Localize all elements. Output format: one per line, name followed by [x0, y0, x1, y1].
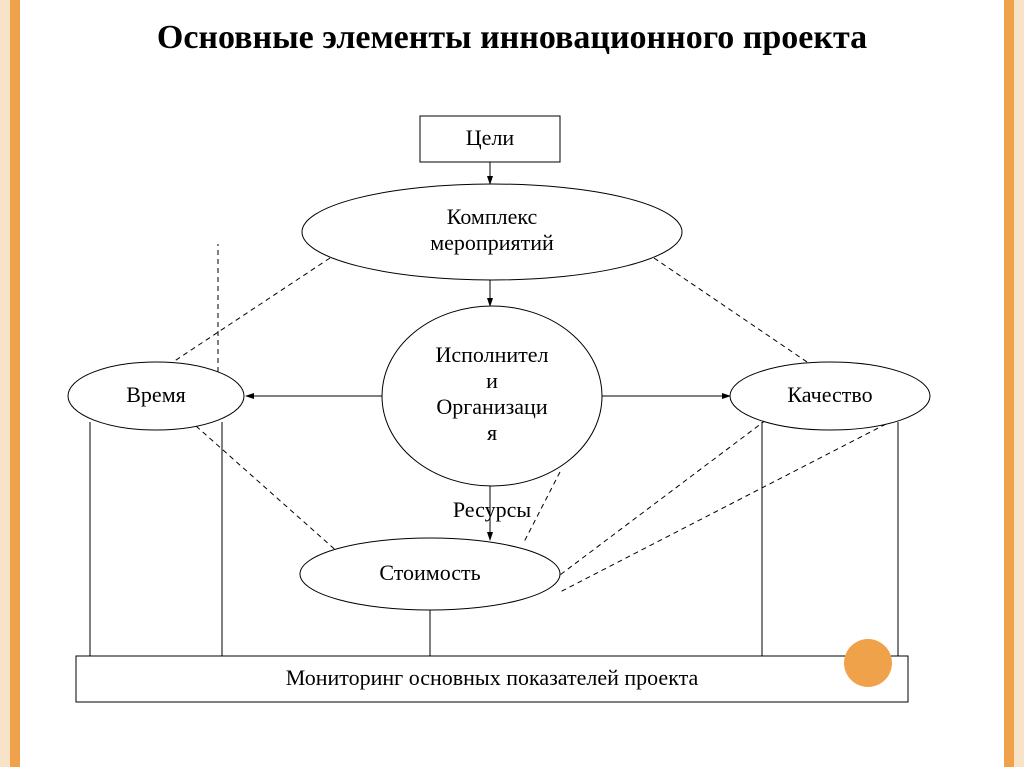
free-labels-group: Ресурсы — [453, 497, 531, 522]
node-cost: Стоимость — [300, 538, 560, 610]
node-complex: Комплексмероприятий — [302, 184, 682, 280]
node-time-label: Время — [126, 382, 185, 407]
node-complex-label-0: Комплекс — [447, 204, 538, 229]
nodes-group: Цели Комплексмероприятий ИсполнителиОргани… — [68, 116, 930, 702]
node-executors-label-0: Исполнител — [435, 342, 548, 367]
node-executors-label-3: я — [487, 420, 497, 445]
free-label-resources: Ресурсы — [453, 497, 531, 522]
node-monitoring-label: Мониторинг основных показателей проекта — [286, 665, 699, 690]
node-goals-label: Цели — [466, 125, 515, 150]
node-complex-label-1: мероприятий — [430, 230, 554, 255]
node-executors-label-2: Организаци — [436, 394, 547, 419]
node-quality-label: Качество — [787, 382, 872, 407]
node-executors: ИсполнителиОрганизация — [382, 306, 602, 486]
complex-to-time-d — [170, 258, 330, 364]
node-cost-label: Стоимость — [379, 560, 480, 585]
node-quality: Качество — [730, 362, 930, 430]
decor-circle — [844, 639, 892, 687]
node-goals: Цели — [420, 116, 560, 162]
node-executors-label-1: и — [486, 368, 498, 393]
time-to-cost-d — [196, 426, 340, 554]
quality-to-cost-d2 — [560, 424, 886, 592]
node-time: Время — [68, 362, 244, 430]
slide: Основные элементы инновационного проекта… — [0, 0, 1024, 767]
complex-to-quality-d — [654, 258, 810, 364]
node-monitoring: Мониторинг основных показателей проекта — [76, 656, 908, 702]
